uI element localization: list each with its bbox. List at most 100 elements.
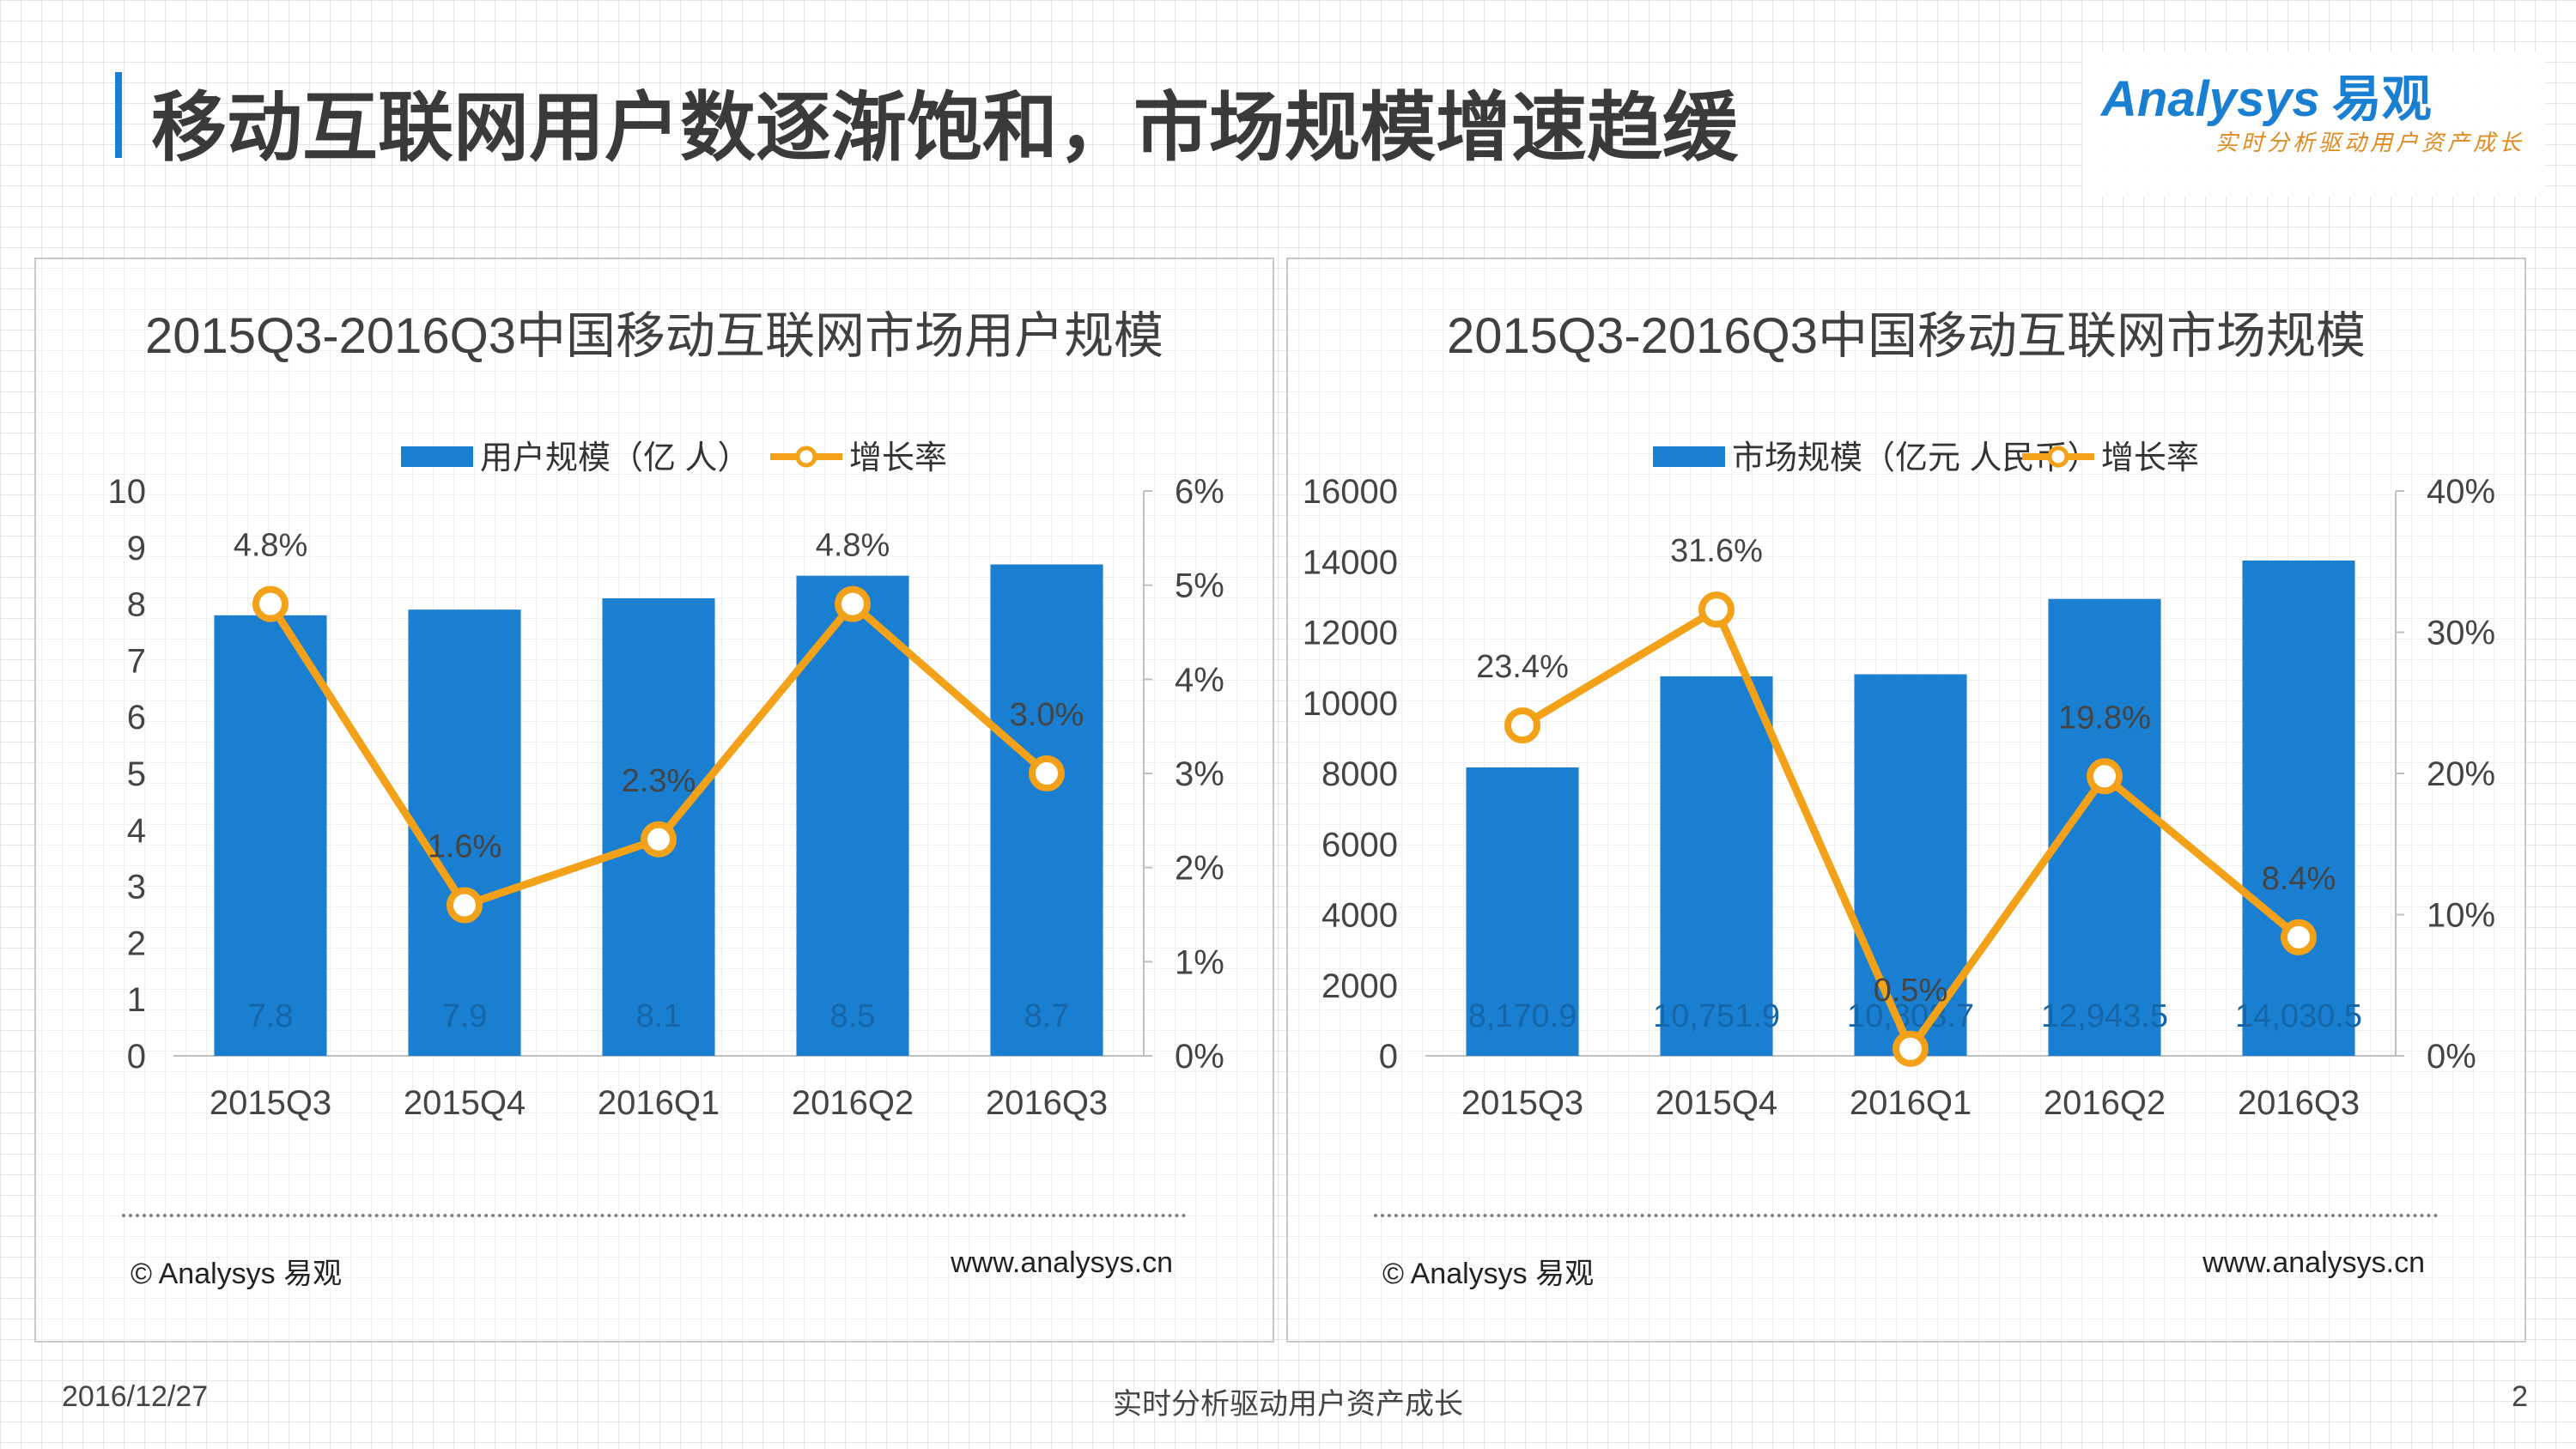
bar-value-label: 12,943.5 xyxy=(2041,998,2168,1034)
y-left-tick-label: 1 xyxy=(127,981,146,1019)
y-left-tick-label: 10 xyxy=(108,473,147,511)
y-left-tick-label: 16000 xyxy=(1303,473,1398,511)
y-left-tick-label: 6 xyxy=(127,699,146,737)
y-right-tick-label: 3% xyxy=(1175,755,1224,793)
page-number: 2 xyxy=(2512,1380,2528,1413)
bar-value-label: 8.7 xyxy=(1024,998,1070,1034)
x-tick-label: 2016Q3 xyxy=(986,1084,1108,1122)
x-tick-label: 2016Q2 xyxy=(792,1084,914,1122)
x-tick-label: 2015Q4 xyxy=(1656,1084,1777,1122)
y-left-tick-label: 4000 xyxy=(1321,897,1398,935)
dotted-divider xyxy=(1374,1214,2439,1217)
x-tick-label: 2016Q2 xyxy=(2044,1084,2166,1122)
growth-rate-label: 4.8% xyxy=(234,528,308,564)
y-right-tick-label: 6% xyxy=(1175,473,1224,511)
bar-value-label: 7.9 xyxy=(442,998,488,1034)
y-left-tick-label: 3 xyxy=(127,869,146,906)
panel-copyright: © Analysys 易观 xyxy=(1382,1258,1595,1290)
growth-rate-label: 19.8% xyxy=(2058,700,2151,736)
chart-legend: 用户规模（亿 人） 增长率 xyxy=(401,440,947,476)
panel-url: www.analysys.cn xyxy=(951,1246,1173,1279)
y-left-tick-label: 14000 xyxy=(1303,543,1398,581)
growth-rate-label: 2.3% xyxy=(622,763,696,799)
bar xyxy=(214,615,327,1056)
legend-label: 增长率 xyxy=(2101,440,2199,476)
footer-date: 2016/12/27 xyxy=(62,1380,209,1413)
footer-slogan: 实时分析驱动用户资产成长 xyxy=(1113,1388,1463,1421)
user-scale-chart: 用户规模（亿 人） 增长率 0 1 2 3 4 5 6 7 8 9 10 0% 1% 2% 3% 4% 5% 6% 7.… xyxy=(108,440,1224,1122)
y-right-tick-label: 0% xyxy=(1175,1038,1224,1076)
bar xyxy=(1466,767,1579,1056)
y-right-tick-label: 10% xyxy=(2427,897,2495,935)
chart-legend: 市场规模（亿元 人民币） 增长率 xyxy=(1653,440,2199,476)
market-scale-chart: 市场规模（亿元 人民币） 增长率 0 2000 4000 6000 8000 10000 120… xyxy=(1303,440,2495,1122)
growth-rate-point xyxy=(835,585,871,622)
growth-rate-point xyxy=(1029,755,1065,791)
analysys-logo: Analysys 易观 实时分析驱动用户资产成长 xyxy=(2082,52,2546,197)
y-left-tick-label: 5 xyxy=(127,755,146,793)
x-tick-label: 2015Q3 xyxy=(210,1084,331,1122)
growth-rate-point xyxy=(1893,1030,1929,1067)
logo-wordmark: Analysys 易观 xyxy=(2101,71,2432,127)
page-title: 移动互联网用户数逐渐饱和，市场规模增速趋缓 xyxy=(151,85,1739,170)
growth-rate-point xyxy=(641,821,677,858)
x-tick-label: 2016Q1 xyxy=(598,1084,720,1122)
legend-swatch-bar xyxy=(1653,446,1725,467)
growth-rate-point xyxy=(2087,758,2123,795)
panel-url: www.analysys.cn xyxy=(2202,1246,2425,1279)
bar xyxy=(408,609,521,1056)
y-left-tick-label: 6000 xyxy=(1321,826,1398,864)
bar xyxy=(796,575,909,1056)
growth-rate-point xyxy=(2281,919,2317,955)
bar-value-label: 10,751.9 xyxy=(1653,998,1780,1034)
growth-rate-label: 23.4% xyxy=(1476,649,1569,685)
y-right-tick-label: 20% xyxy=(2427,755,2495,793)
x-tick-label: 2015Q4 xyxy=(404,1084,526,1122)
growth-rate-point xyxy=(447,887,483,924)
growth-rate-point xyxy=(1698,591,1735,628)
bar-value-label: 10,808.7 xyxy=(1847,998,1974,1034)
title-accent-bar xyxy=(115,72,122,158)
y-right-tick-label: 30% xyxy=(2427,615,2495,652)
chart-title: 2015Q3-2016Q3中国移动互联网市场规模 xyxy=(1446,308,2366,364)
legend-swatch-marker xyxy=(795,446,817,468)
growth-rate-label: 4.8% xyxy=(816,528,890,564)
dotted-divider xyxy=(122,1214,1187,1217)
growth-rate-label: 31.6% xyxy=(1670,533,1763,569)
growth-rate-point xyxy=(252,585,289,622)
growth-rate-label: 3.0% xyxy=(1010,697,1084,733)
growth-rate-label: 0.5% xyxy=(1874,973,1948,1009)
y-right-tick-label: 40% xyxy=(2427,473,2495,511)
chart-title: 2015Q3-2016Q3中国移动互联网市场用户规模 xyxy=(144,308,1164,364)
y-left-tick-label: 8000 xyxy=(1321,755,1398,793)
bar-value-label: 8,170.9 xyxy=(1468,998,1577,1034)
y-left-tick-label: 0 xyxy=(127,1038,146,1076)
growth-rate-label: 8.4% xyxy=(2262,861,2336,897)
y-left-tick-label: 8 xyxy=(127,586,146,624)
y-left-tick-label: 2 xyxy=(127,925,146,962)
y-right-tick-label: 0% xyxy=(2427,1038,2476,1076)
logo-slogan: 实时分析驱动用户资产成长 xyxy=(2215,130,2525,155)
y-left-tick-label: 0 xyxy=(1379,1038,1398,1076)
bar-value-label: 14,030.5 xyxy=(2235,998,2362,1034)
bar xyxy=(990,564,1103,1056)
legend-swatch-marker xyxy=(2047,446,2069,468)
x-tick-label: 2016Q3 xyxy=(2238,1084,2360,1122)
y-right-tick-label: 4% xyxy=(1175,661,1224,699)
bar-value-label: 8.1 xyxy=(636,998,682,1034)
y-left-tick-label: 12000 xyxy=(1303,615,1398,652)
panel-copyright: © Analysys 易观 xyxy=(131,1258,343,1290)
legend-label: 用户规模（亿 人） xyxy=(480,440,750,476)
market-scale-chart-panel: 2015Q3-2016Q3中国移动互联网市场规模 市场规模（亿元 人民币） 增长率… xyxy=(1286,258,2526,1343)
bar-value-label: 8.5 xyxy=(830,998,876,1034)
x-tick-label: 2015Q3 xyxy=(1461,1084,1583,1122)
y-left-tick-label: 9 xyxy=(127,530,146,567)
y-left-tick-label: 7 xyxy=(127,642,146,680)
legend-label: 增长率 xyxy=(849,440,947,476)
x-tick-label: 2016Q1 xyxy=(1850,1084,1971,1122)
y-left-tick-label: 4 xyxy=(127,812,146,850)
legend-swatch-bar xyxy=(401,446,473,467)
y-right-tick-label: 1% xyxy=(1175,943,1224,981)
y-right-tick-label: 5% xyxy=(1175,567,1224,605)
growth-rate-point xyxy=(1504,707,1540,744)
